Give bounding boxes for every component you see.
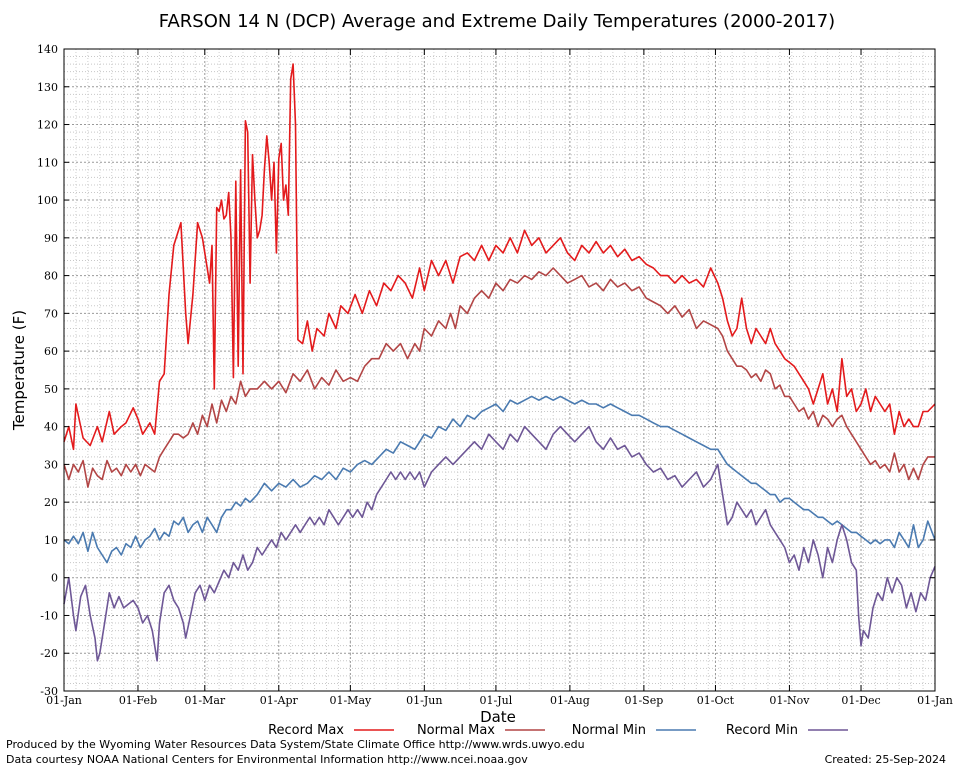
series-normal-max-line xyxy=(63,267,935,488)
y-tick-label: 80 xyxy=(44,270,58,283)
x-tick-label: 01-Apr xyxy=(260,694,299,707)
y-tick-label: 10 xyxy=(44,534,58,547)
y-tick-label: 50 xyxy=(44,383,58,396)
y-tick-label: 20 xyxy=(44,496,58,509)
y-tick-label: -10 xyxy=(40,609,58,622)
y-tick-label: 110 xyxy=(37,156,58,169)
legend-label: Normal Min xyxy=(572,723,646,738)
y-tick-label: -20 xyxy=(40,647,58,660)
x-tick-label: 01-May xyxy=(329,694,372,707)
legend-label: Record Max xyxy=(268,723,344,738)
footer-data-courtesy: Data courtesy NOAA National Centers for … xyxy=(6,753,528,766)
x-tick-label: 01-Mar xyxy=(184,694,226,707)
series-record-max-line xyxy=(63,63,936,451)
series-normal-min-line xyxy=(63,395,936,564)
x-tick-label: 01-Jul xyxy=(480,694,513,707)
series-lines xyxy=(63,63,936,662)
y-tick-label: 140 xyxy=(37,43,58,56)
grid xyxy=(63,48,936,692)
x-tick-label: 01-Jan xyxy=(917,694,953,707)
y-tick-label: 40 xyxy=(44,421,58,434)
y-tick-label: 90 xyxy=(44,232,58,245)
y-tick-label: 100 xyxy=(37,194,58,207)
x-tick-label: 01-Nov xyxy=(769,694,810,707)
y-tick-label: 70 xyxy=(44,307,58,320)
y-tick-label: -30 xyxy=(40,685,58,698)
x-tick-label: 01-Oct xyxy=(697,694,735,707)
x-tick-label: 01-Dec xyxy=(841,694,880,707)
y-tick-label: 0 xyxy=(51,572,58,585)
y-tick-label: 120 xyxy=(37,119,58,132)
x-tick-label: 01-Sep xyxy=(624,694,663,707)
x-axis-ticks: 01-Jan 01-Feb 01-Mar 01-Apr 01-May 01-Jun 01-J… xyxy=(46,49,953,707)
legend-label: Normal Max xyxy=(417,723,495,738)
footer-created-date: Created: 25-Sep-2024 xyxy=(824,753,946,766)
legend-label: Record Min xyxy=(726,723,798,738)
footer-produced-by: Produced by the Wyoming Water Resources … xyxy=(6,738,585,751)
y-axis-ticks: -30 -20 -10 0 10 20 30 40 50 60 70 80 90 100 110 120 130… xyxy=(37,43,935,698)
y-axis-label: Temperature (F) xyxy=(10,310,28,431)
y-tick-label: 30 xyxy=(44,458,58,471)
x-tick-label: 01-Jun xyxy=(406,694,442,707)
x-tick-label: 01-Aug xyxy=(550,694,590,707)
y-tick-label: 60 xyxy=(44,345,58,358)
y-tick-label: 130 xyxy=(37,81,58,94)
x-axis-label: Date xyxy=(480,708,516,726)
plot-frame xyxy=(63,48,936,692)
x-tick-label: 01-Feb xyxy=(119,694,157,707)
x-tick-label: 01-Jan xyxy=(46,694,82,707)
chart-title: FARSON 14 N (DCP) Average and Extreme Da… xyxy=(159,11,835,32)
series-record-min-line xyxy=(63,425,936,662)
legend: Record Max Normal Max Normal Min Record Min xyxy=(268,723,848,738)
